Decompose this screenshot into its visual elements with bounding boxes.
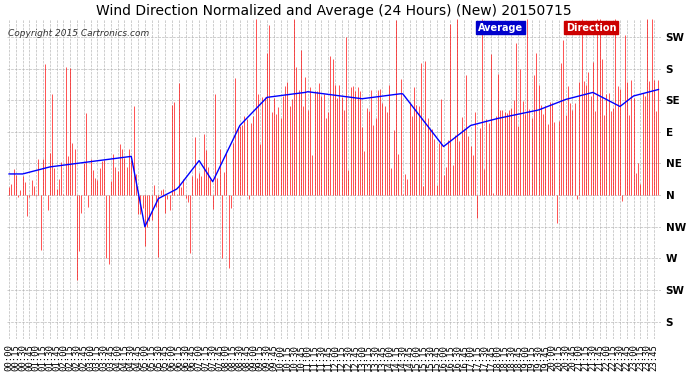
Text: Average: Average: [477, 22, 523, 33]
Text: Direction: Direction: [566, 22, 616, 33]
Text: Copyright 2015 Cartronics.com: Copyright 2015 Cartronics.com: [8, 29, 149, 38]
Title: Wind Direction Normalized and Average (24 Hours) (New) 20150715: Wind Direction Normalized and Average (2…: [96, 4, 571, 18]
